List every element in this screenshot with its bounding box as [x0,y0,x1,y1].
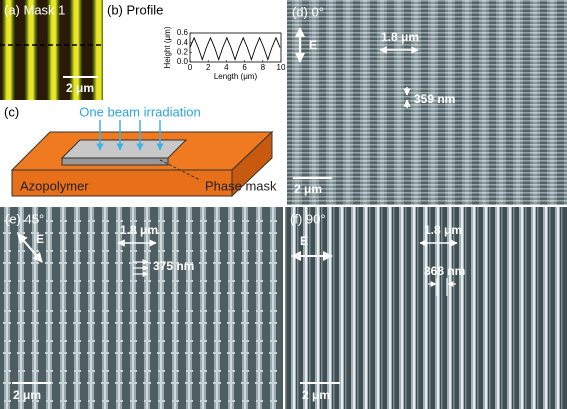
mask-front [61,157,169,166]
ripple-label: 359 nm [414,92,455,106]
mask-top [60,139,188,159]
y-tick-label: 0.4 [177,38,189,47]
x-tick-label: 10 [277,63,286,72]
y-tick-label: 0.0 [177,57,189,66]
ripple-label: 375 nm [153,259,194,273]
x-tick-label: 2 [206,63,211,72]
leader-line [159,159,201,181]
field-arrow [17,233,43,263]
afm-image [0,0,103,100]
period-label: 1.8 μm [424,223,462,237]
profile-chart: 0.00.20.40.6 0 2 4 6 8 10 Length (μm) Height (μm… [163,26,286,81]
beam-label: One beam irradiation [79,104,200,119]
field-label: E [36,232,44,246]
profile-line [189,36,281,61]
ripple-arrows [428,278,456,296]
scale-label: 2 μm [302,388,330,402]
y-tick-label: 0.6 [177,28,189,37]
period-label: 1.8 μm [381,30,419,44]
sem-ripples [287,0,567,205]
x-tick-label: 4 [224,63,229,72]
y-tick-label: 0.2 [177,47,189,56]
beam-arrows [96,120,164,151]
x-axis-title: Length (μm) [214,72,258,81]
ripple-arrows [133,259,149,277]
x-tick-label: 8 [261,63,266,72]
substrate-front [11,169,233,197]
sem-image [285,207,567,409]
panel-label: (f) 90° [290,211,326,226]
scale-label: 2 μm [294,182,322,196]
substrate-label: Azopolymer [20,178,89,193]
panel-label: (b) Profile [107,2,163,17]
field-label: E [300,234,308,248]
panel-label: (a) Mask 1 [4,2,65,17]
scale-label: 2 μm [66,81,94,95]
scale-label: 2 μm [13,388,41,402]
panel-label: (c) [4,104,19,119]
panel-label: (e) 45° [5,211,44,226]
mask-label: Phase mask [205,178,277,193]
ripple-label: 368 nm [424,264,465,278]
x-tick-label: 6 [242,63,247,72]
x-tick-label: 0 [188,63,193,72]
y-axis-title: Height (μm) [163,26,172,68]
period-label: 1.8 μm [120,223,158,237]
panel-label: (d) 0° [292,4,324,19]
field-label: E [309,38,317,52]
